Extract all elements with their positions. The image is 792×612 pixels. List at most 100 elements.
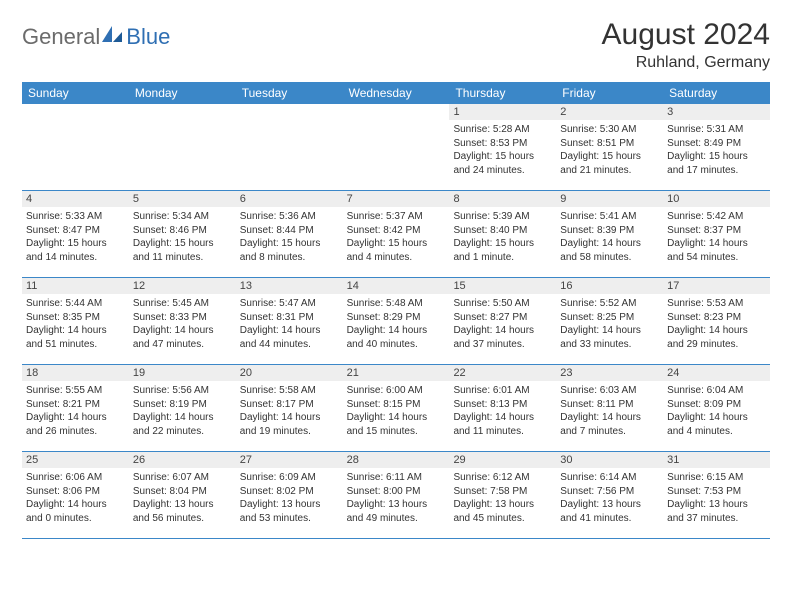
day-body: Sunrise: 5:44 AMSunset: 8:35 PMDaylight:… [22, 294, 129, 356]
sunrise-text: Sunrise: 5:28 AM [453, 123, 552, 137]
day-body: Sunrise: 5:50 AMSunset: 8:27 PMDaylight:… [449, 294, 556, 356]
daylight-text: Daylight: 15 hours and 11 minutes. [133, 237, 232, 264]
day-number: 27 [236, 452, 343, 468]
day-of-week-header: SundayMondayTuesdayWednesdayThursdayFrid… [22, 82, 770, 104]
sunrise-text: Sunrise: 5:52 AM [560, 297, 659, 311]
day-body: Sunrise: 5:39 AMSunset: 8:40 PMDaylight:… [449, 207, 556, 269]
daylight-text: Daylight: 15 hours and 24 minutes. [453, 150, 552, 177]
daylight-text: Daylight: 15 hours and 21 minutes. [560, 150, 659, 177]
daylight-text: Daylight: 14 hours and 40 minutes. [347, 324, 446, 351]
daylight-text: Daylight: 14 hours and 37 minutes. [453, 324, 552, 351]
day-21: 21Sunrise: 6:00 AMSunset: 8:15 PMDayligh… [343, 365, 450, 451]
sunrise-text: Sunrise: 5:50 AM [453, 297, 552, 311]
sunrise-text: Sunrise: 5:36 AM [240, 210, 339, 224]
week-row: ....1Sunrise: 5:28 AMSunset: 8:53 PMDayl… [22, 104, 770, 191]
day-empty: . [22, 104, 129, 190]
day-body: Sunrise: 6:04 AMSunset: 8:09 PMDaylight:… [663, 381, 770, 443]
day-body: Sunrise: 5:31 AMSunset: 8:49 PMDaylight:… [663, 120, 770, 182]
day-7: 7Sunrise: 5:37 AMSunset: 8:42 PMDaylight… [343, 191, 450, 277]
day-22: 22Sunrise: 6:01 AMSunset: 8:13 PMDayligh… [449, 365, 556, 451]
day-number: 18 [22, 365, 129, 381]
week-row: 25Sunrise: 6:06 AMSunset: 8:06 PMDayligh… [22, 452, 770, 539]
day-body: Sunrise: 6:14 AMSunset: 7:56 PMDaylight:… [556, 468, 663, 530]
day-number: 20 [236, 365, 343, 381]
day-4: 4Sunrise: 5:33 AMSunset: 8:47 PMDaylight… [22, 191, 129, 277]
sunset-text: Sunset: 7:56 PM [560, 485, 659, 499]
day-11: 11Sunrise: 5:44 AMSunset: 8:35 PMDayligh… [22, 278, 129, 364]
day-30: 30Sunrise: 6:14 AMSunset: 7:56 PMDayligh… [556, 452, 663, 538]
day-number: 21 [343, 365, 450, 381]
day-body: Sunrise: 6:00 AMSunset: 8:15 PMDaylight:… [343, 381, 450, 443]
daylight-text: Daylight: 14 hours and 15 minutes. [347, 411, 446, 438]
sunrise-text: Sunrise: 6:06 AM [26, 471, 125, 485]
day-28: 28Sunrise: 6:11 AMSunset: 8:00 PMDayligh… [343, 452, 450, 538]
day-3: 3Sunrise: 5:31 AMSunset: 8:49 PMDaylight… [663, 104, 770, 190]
daylight-text: Daylight: 14 hours and 22 minutes. [133, 411, 232, 438]
logo-text-general: General [22, 24, 100, 50]
day-body: Sunrise: 5:47 AMSunset: 8:31 PMDaylight:… [236, 294, 343, 356]
week-row: 4Sunrise: 5:33 AMSunset: 8:47 PMDaylight… [22, 191, 770, 278]
day-27: 27Sunrise: 6:09 AMSunset: 8:02 PMDayligh… [236, 452, 343, 538]
day-number: 29 [449, 452, 556, 468]
day-body: Sunrise: 5:55 AMSunset: 8:21 PMDaylight:… [22, 381, 129, 443]
sunrise-text: Sunrise: 6:00 AM [347, 384, 446, 398]
sunset-text: Sunset: 8:13 PM [453, 398, 552, 412]
daylight-text: Daylight: 14 hours and 33 minutes. [560, 324, 659, 351]
dow-saturday: Saturday [663, 82, 770, 104]
day-number: 22 [449, 365, 556, 381]
title-block: August 2024 Ruhland, Germany [602, 18, 770, 72]
day-body: Sunrise: 5:28 AMSunset: 8:53 PMDaylight:… [449, 120, 556, 182]
sunset-text: Sunset: 8:23 PM [667, 311, 766, 325]
sunset-text: Sunset: 8:47 PM [26, 224, 125, 238]
daylight-text: Daylight: 14 hours and 19 minutes. [240, 411, 339, 438]
day-26: 26Sunrise: 6:07 AMSunset: 8:04 PMDayligh… [129, 452, 236, 538]
sunrise-text: Sunrise: 5:47 AM [240, 297, 339, 311]
day-empty: . [129, 104, 236, 190]
daylight-text: Daylight: 14 hours and 4 minutes. [667, 411, 766, 438]
sunset-text: Sunset: 8:04 PM [133, 485, 232, 499]
day-19: 19Sunrise: 5:56 AMSunset: 8:19 PMDayligh… [129, 365, 236, 451]
sunrise-text: Sunrise: 5:39 AM [453, 210, 552, 224]
day-number: 13 [236, 278, 343, 294]
day-12: 12Sunrise: 5:45 AMSunset: 8:33 PMDayligh… [129, 278, 236, 364]
day-1: 1Sunrise: 5:28 AMSunset: 8:53 PMDaylight… [449, 104, 556, 190]
daylight-text: Daylight: 13 hours and 41 minutes. [560, 498, 659, 525]
sunset-text: Sunset: 8:51 PM [560, 137, 659, 151]
day-31: 31Sunrise: 6:15 AMSunset: 7:53 PMDayligh… [663, 452, 770, 538]
day-8: 8Sunrise: 5:39 AMSunset: 8:40 PMDaylight… [449, 191, 556, 277]
day-number: 14 [343, 278, 450, 294]
sunset-text: Sunset: 8:29 PM [347, 311, 446, 325]
day-number: 10 [663, 191, 770, 207]
sunrise-text: Sunrise: 6:15 AM [667, 471, 766, 485]
day-body: Sunrise: 5:36 AMSunset: 8:44 PMDaylight:… [236, 207, 343, 269]
sunset-text: Sunset: 8:33 PM [133, 311, 232, 325]
day-number: 26 [129, 452, 236, 468]
sunrise-text: Sunrise: 5:55 AM [26, 384, 125, 398]
day-24: 24Sunrise: 6:04 AMSunset: 8:09 PMDayligh… [663, 365, 770, 451]
sunrise-text: Sunrise: 5:56 AM [133, 384, 232, 398]
sunset-text: Sunset: 8:49 PM [667, 137, 766, 151]
week-row: 11Sunrise: 5:44 AMSunset: 8:35 PMDayligh… [22, 278, 770, 365]
day-25: 25Sunrise: 6:06 AMSunset: 8:06 PMDayligh… [22, 452, 129, 538]
day-number: 17 [663, 278, 770, 294]
sunrise-text: Sunrise: 5:37 AM [347, 210, 446, 224]
dow-tuesday: Tuesday [236, 82, 343, 104]
day-number: 1 [449, 104, 556, 120]
sunrise-text: Sunrise: 6:04 AM [667, 384, 766, 398]
week-row: 18Sunrise: 5:55 AMSunset: 8:21 PMDayligh… [22, 365, 770, 452]
daylight-text: Daylight: 14 hours and 7 minutes. [560, 411, 659, 438]
sunset-text: Sunset: 8:17 PM [240, 398, 339, 412]
day-number: 16 [556, 278, 663, 294]
day-body: Sunrise: 5:34 AMSunset: 8:46 PMDaylight:… [129, 207, 236, 269]
day-body: Sunrise: 6:11 AMSunset: 8:00 PMDaylight:… [343, 468, 450, 530]
day-body: Sunrise: 5:37 AMSunset: 8:42 PMDaylight:… [343, 207, 450, 269]
logo-text-blue: Blue [126, 24, 170, 50]
daylight-text: Daylight: 14 hours and 58 minutes. [560, 237, 659, 264]
sunset-text: Sunset: 8:37 PM [667, 224, 766, 238]
dow-wednesday: Wednesday [343, 82, 450, 104]
day-number: 15 [449, 278, 556, 294]
sunrise-text: Sunrise: 6:03 AM [560, 384, 659, 398]
day-number: 2 [556, 104, 663, 120]
sunset-text: Sunset: 8:39 PM [560, 224, 659, 238]
day-10: 10Sunrise: 5:42 AMSunset: 8:37 PMDayligh… [663, 191, 770, 277]
